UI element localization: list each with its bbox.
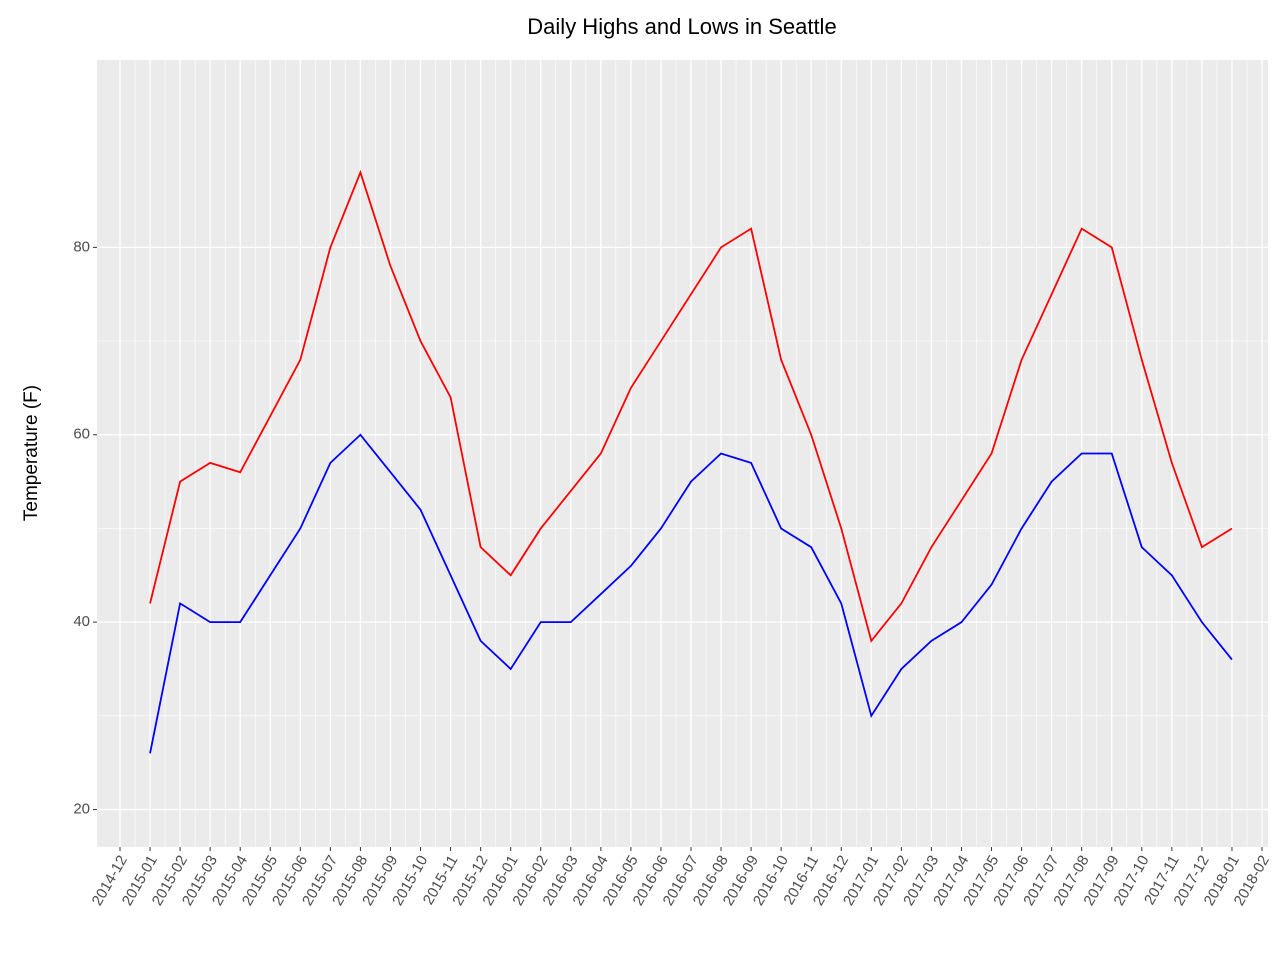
series-line <box>149 169 1233 643</box>
series-line <box>149 433 1233 754</box>
y-tick-label: 20 <box>73 800 90 817</box>
y-tick-label: 60 <box>73 426 90 443</box>
y-tick-label: 40 <box>73 613 90 630</box>
y-axis-label: Temperature (F) <box>21 385 42 521</box>
chart-title: Daily Highs and Lows in Seattle <box>527 14 836 39</box>
y-tick-label: 80 <box>73 238 90 255</box>
